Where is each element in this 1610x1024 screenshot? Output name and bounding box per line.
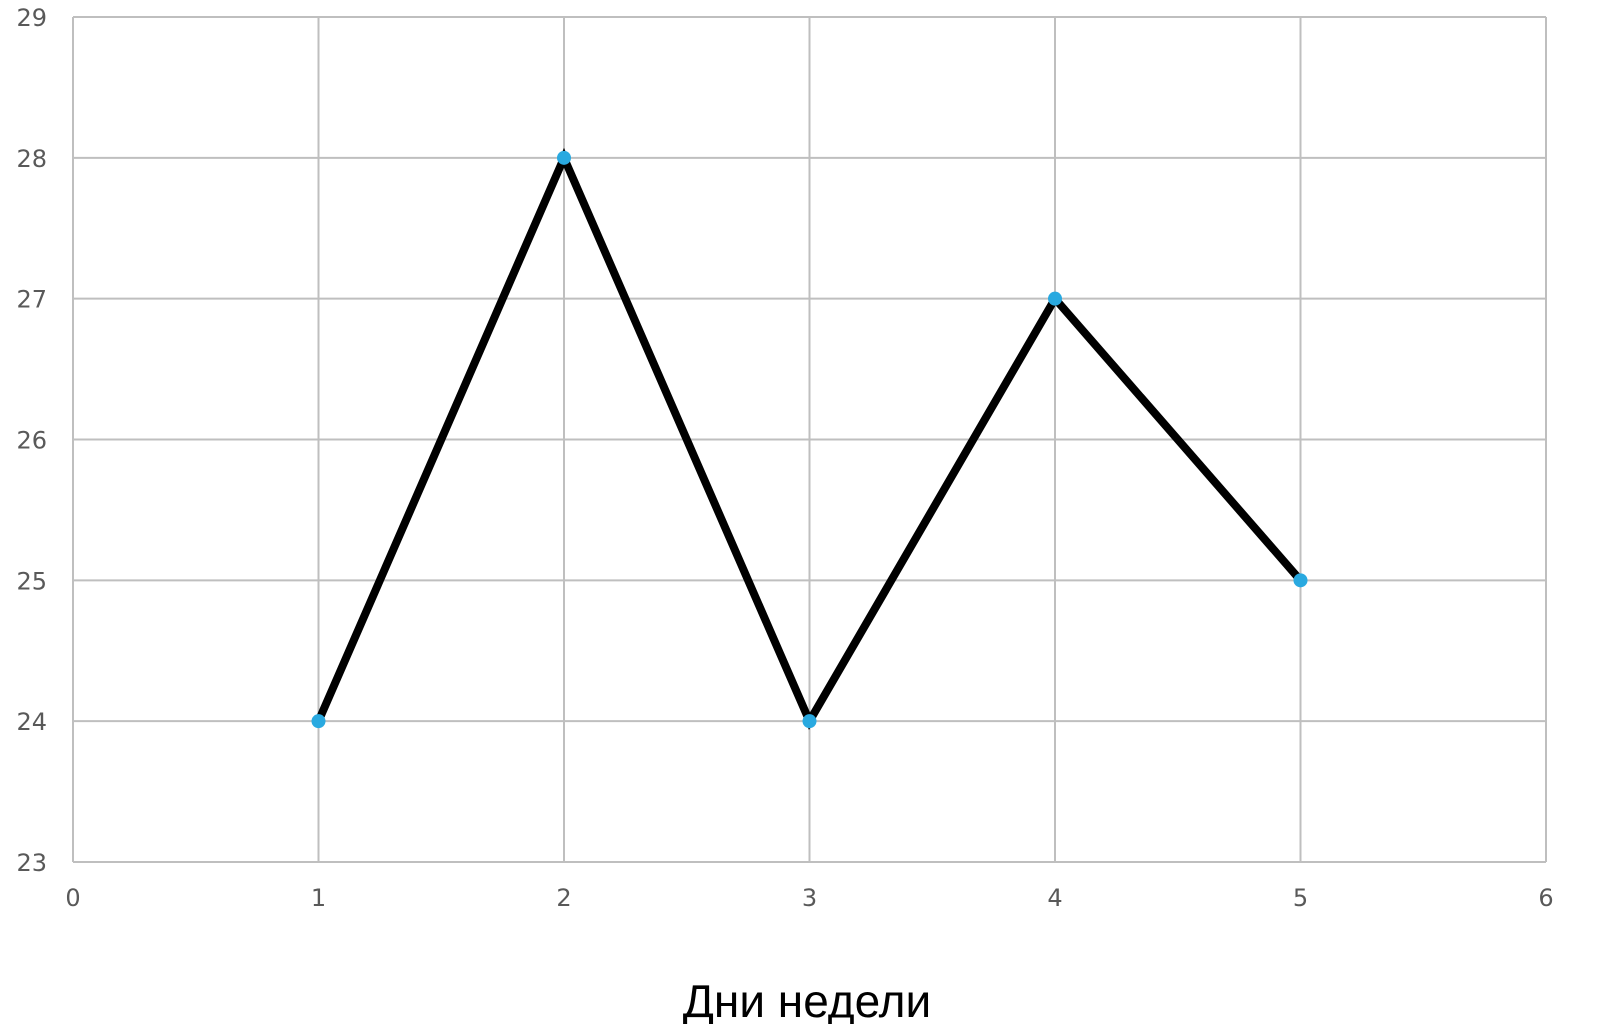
data-point (802, 714, 817, 729)
y-tick-label: 25 (16, 567, 47, 595)
x-tick-label: 6 (1538, 884, 1553, 912)
y-tick-label: 24 (16, 708, 47, 736)
x-tick-label: 3 (802, 884, 817, 912)
x-tick-label: 5 (1293, 884, 1308, 912)
y-tick-label: 28 (16, 145, 47, 173)
y-tick-label: 26 (16, 427, 47, 455)
x-tick-labels: 0 1 2 3 4 5 6 (65, 884, 1553, 912)
y-tick-labels: 23 24 25 26 27 28 29 (16, 4, 47, 877)
data-point (1048, 291, 1062, 306)
data-point (311, 714, 326, 729)
series (311, 147, 1308, 731)
data-point (1293, 573, 1308, 588)
x-tick-label: 0 (65, 884, 80, 912)
gridlines (72, 16, 1547, 863)
y-tick-label: 29 (16, 4, 47, 32)
data-point (557, 150, 571, 165)
x-tick-label: 2 (556, 884, 571, 912)
x-axis-title: Дни недели (683, 975, 931, 1024)
x-tick-label: 4 (1047, 884, 1062, 912)
y-tick-label: 23 (16, 849, 47, 877)
y-tick-label: 27 (16, 286, 47, 314)
x-tick-label: 1 (311, 884, 326, 912)
